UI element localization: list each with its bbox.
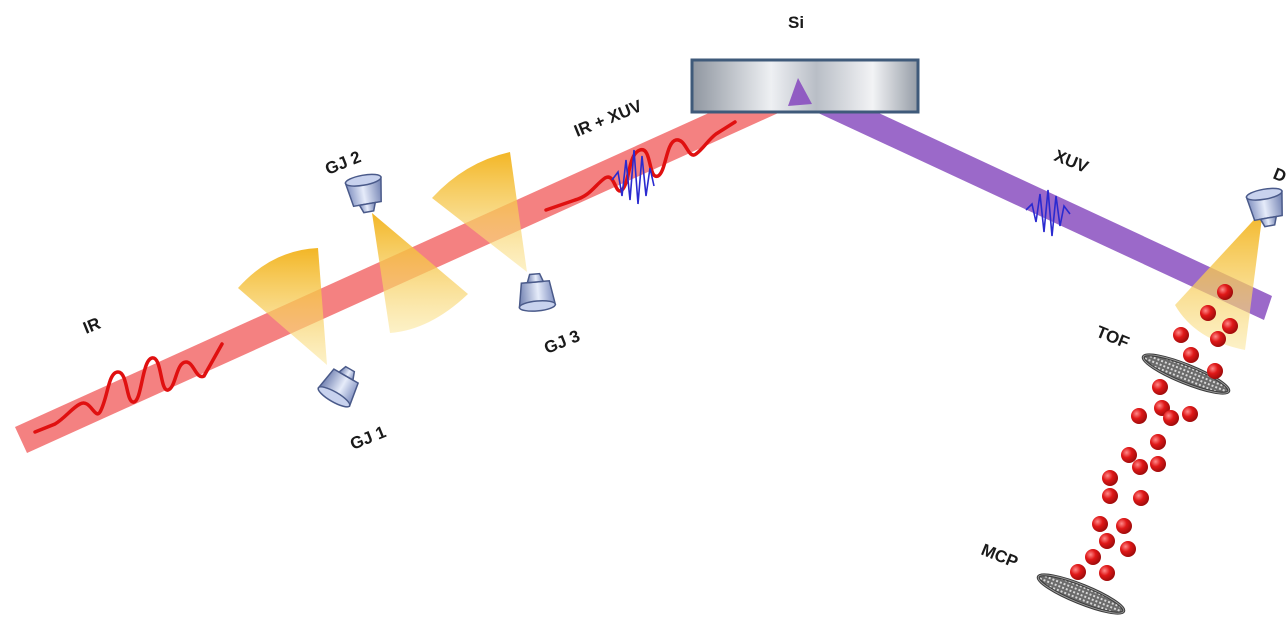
electron xyxy=(1120,541,1136,557)
electron xyxy=(1116,518,1132,534)
gj2-nozzle-icon xyxy=(343,171,388,216)
electron xyxy=(1150,434,1166,450)
electron xyxy=(1150,456,1166,472)
electron xyxy=(1163,410,1179,426)
gas-cone-gj1 xyxy=(238,248,327,365)
electron xyxy=(1182,406,1198,422)
label-tof: TOF xyxy=(1094,322,1132,352)
electron xyxy=(1207,363,1223,379)
xuv-pulse-middle xyxy=(611,149,655,205)
gas-cone-detector xyxy=(1175,210,1263,350)
reflection-spot xyxy=(788,78,812,106)
electron xyxy=(1085,549,1101,565)
electron xyxy=(1070,564,1086,580)
electron xyxy=(1102,470,1118,486)
label-gj1: GJ 1 xyxy=(347,422,388,453)
gas-cone-gj2 xyxy=(372,213,468,333)
electron xyxy=(1217,284,1233,300)
electron xyxy=(1131,408,1147,424)
xuv-pulse-right xyxy=(1025,189,1071,237)
ir-pulse-middle xyxy=(544,120,737,212)
label-d: D xyxy=(1271,164,1286,186)
electron xyxy=(1133,490,1149,506)
label-mcp: MCP xyxy=(979,540,1021,572)
electron xyxy=(1173,327,1189,343)
label-si: Si xyxy=(788,13,804,32)
electron xyxy=(1102,488,1118,504)
electron xyxy=(1210,331,1226,347)
gas-cone-gj3 xyxy=(432,152,527,272)
label-xuv: XUV xyxy=(1052,146,1092,177)
ir-pulse-left xyxy=(33,342,224,434)
label-ir-xuv: IR + XUV xyxy=(571,96,645,141)
label-gj2: GJ 2 xyxy=(322,147,363,178)
label-gj3: GJ 3 xyxy=(541,326,582,357)
electron-stream xyxy=(1070,284,1238,581)
gj3-nozzle-icon xyxy=(515,271,557,314)
electron xyxy=(1121,447,1137,463)
electron xyxy=(1099,565,1115,581)
electron xyxy=(1092,516,1108,532)
electron xyxy=(1099,533,1115,549)
electron xyxy=(1183,347,1199,363)
xuv-beam xyxy=(788,74,1272,320)
electron xyxy=(1222,318,1238,334)
electron xyxy=(1200,305,1216,321)
label-ir: IR xyxy=(80,314,103,338)
gj1-nozzle-icon xyxy=(315,359,367,411)
electron xyxy=(1152,379,1168,395)
electron xyxy=(1132,459,1148,475)
